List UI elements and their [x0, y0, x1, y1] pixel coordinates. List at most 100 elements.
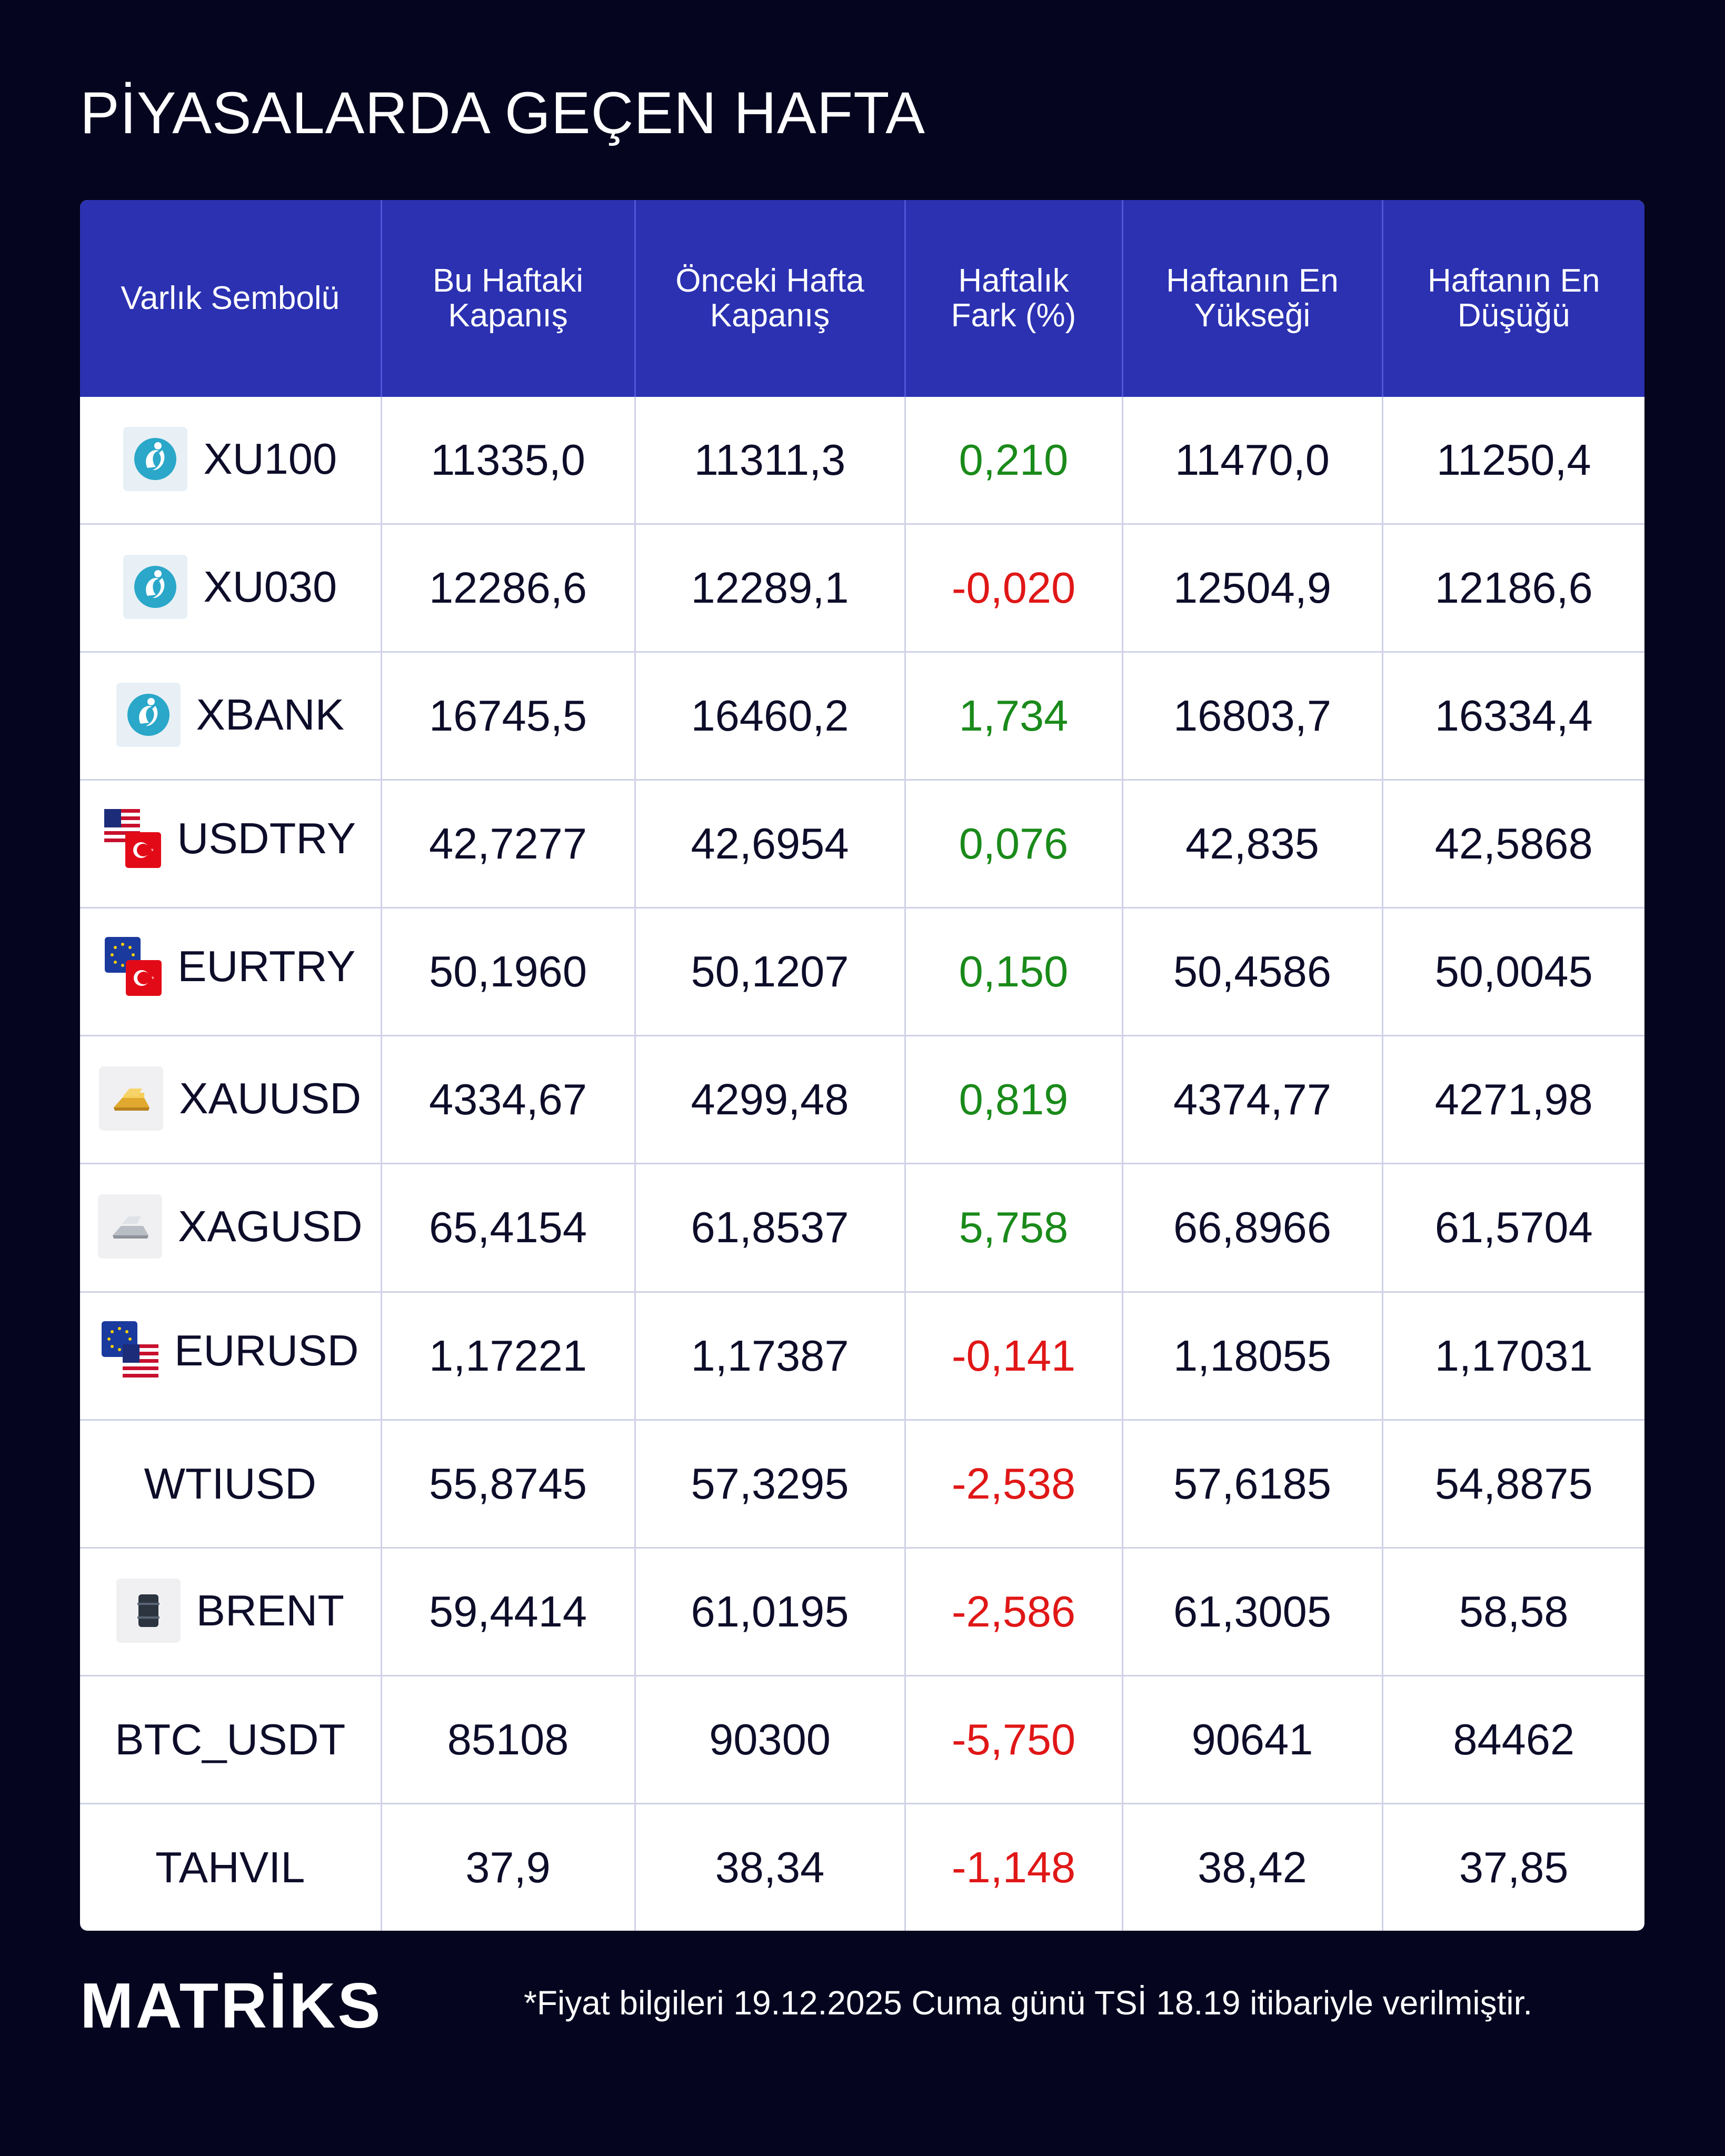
- low-cell: 58,58: [1382, 1546, 1644, 1676]
- symbol-cell: XU030: [80, 523, 382, 652]
- prev-close-cell: 1,17387: [635, 1291, 906, 1420]
- prev-close-cell: 12289,1: [635, 523, 906, 652]
- table-row: USDTRY 42,7277 42,6954 0,076 42,835 42,5868: [80, 779, 1644, 908]
- table-row: XAGUSD 65,4154 61,8537 5,758 66,8966 61,5704: [80, 1163, 1644, 1292]
- change-cell: 0,076: [905, 779, 1123, 908]
- bist-icon: [123, 555, 188, 620]
- table-row: TAHVIL 37,9 38,34 -1,148 38,42 37,85: [80, 1802, 1644, 1931]
- prev-close-cell: 4299,48: [635, 1035, 906, 1164]
- symbol-label: XU100: [203, 434, 337, 484]
- low-cell: 84462: [1382, 1674, 1644, 1804]
- bist-icon: [116, 683, 181, 747]
- symbol-label: TAHVIL: [155, 1842, 305, 1892]
- change-cell: 1,734: [905, 651, 1123, 780]
- symbol-wrap: XU030: [123, 555, 337, 620]
- symbol-cell: EURUSD: [80, 1291, 382, 1420]
- low-cell: 42,5868: [1382, 779, 1644, 908]
- symbol-wrap: XAGUSD: [97, 1194, 363, 1259]
- prev-close-cell: 16460,2: [635, 651, 906, 780]
- table-row: XU100 11335,0 11311,3 0,210 11470,0 11250,4: [80, 397, 1644, 524]
- symbol-wrap: EURTRY: [105, 937, 355, 996]
- symbol-label: XAGUSD: [177, 1202, 363, 1251]
- matriks-logo: MATRİKS: [80, 1970, 383, 2041]
- low-cell: 50,0045: [1382, 907, 1644, 1036]
- high-cell: 57,6185: [1122, 1419, 1383, 1548]
- prev-close-cell: 42,6954: [635, 779, 906, 908]
- change-cell: -1,148: [905, 1802, 1123, 1931]
- symbol-cell: TAHVIL: [80, 1802, 382, 1931]
- prev-close-cell: 50,1207: [635, 907, 906, 1036]
- prev-close-cell: 90300: [635, 1674, 906, 1804]
- close-cell: 65,4154: [381, 1163, 636, 1292]
- low-cell: 4271,98: [1382, 1035, 1644, 1164]
- high-cell: 50,4586: [1122, 907, 1383, 1036]
- high-cell: 11470,0: [1122, 397, 1383, 524]
- prev-close-cell: 38,34: [635, 1802, 906, 1931]
- table-row: BTC_USDT 85108 90300 -5,750 90641 84462: [80, 1674, 1644, 1804]
- table-header-row: Varlık Sembolü Bu Haftaki Kapanış Önceki …: [80, 200, 1644, 397]
- high-cell: 12504,9: [1122, 523, 1383, 652]
- change-cell: -0,141: [905, 1291, 1123, 1420]
- close-cell: 50,1960: [381, 907, 636, 1036]
- symbol-label: WTIUSD: [144, 1459, 316, 1508]
- symbol-label: XBANK: [196, 690, 344, 740]
- high-cell: 1,18055: [1122, 1291, 1383, 1420]
- high-cell: 16803,7: [1122, 651, 1383, 780]
- high-cell: 42,835: [1122, 779, 1383, 908]
- oil-barrel-icon: [116, 1578, 181, 1643]
- market-table: Varlık Sembolü Bu Haftaki Kapanış Önceki …: [80, 200, 1644, 1931]
- symbol-label: EURTRY: [177, 942, 356, 991]
- symbol-cell: WTIUSD: [80, 1419, 382, 1548]
- table-row: WTIUSD 55,8745 57,3295 -2,538 57,6185 54,8875: [80, 1419, 1644, 1548]
- change-cell: -0,020: [905, 523, 1123, 652]
- close-cell: 12286,6: [381, 523, 636, 652]
- gold-bar-icon: [99, 1066, 164, 1131]
- symbol-cell: USDTRY: [80, 779, 382, 908]
- close-cell: 37,9: [381, 1802, 636, 1931]
- close-cell: 42,7277: [381, 779, 636, 908]
- symbol-wrap: XBANK: [116, 683, 344, 747]
- silver-bar-icon: [97, 1194, 162, 1259]
- low-cell: 54,8875: [1382, 1419, 1644, 1548]
- page-title: PİYASALARDA GEÇEN HAFTA: [80, 80, 925, 146]
- symbol-wrap: WTIUSD: [144, 1459, 316, 1509]
- eu-tr-flags-icon: [105, 937, 162, 996]
- prev-close-cell: 57,3295: [635, 1419, 906, 1548]
- symbol-wrap: EURUSD: [102, 1321, 358, 1380]
- symbol-label: EURUSD: [174, 1325, 359, 1375]
- close-cell: 4334,67: [381, 1035, 636, 1164]
- table-row: XBANK 16745,5 16460,2 1,734 16803,7 16334,4: [80, 651, 1644, 780]
- change-cell: 0,819: [905, 1035, 1123, 1164]
- symbol-cell: BRENT: [80, 1546, 382, 1676]
- symbol-label: XAUUSD: [179, 1074, 362, 1123]
- symbol-wrap: USDTRY: [104, 809, 356, 869]
- close-cell: 16745,5: [381, 651, 636, 780]
- symbol-cell: XAGUSD: [80, 1163, 382, 1292]
- change-cell: 0,150: [905, 907, 1123, 1036]
- high-cell: 61,3005: [1122, 1546, 1383, 1676]
- symbol-label: USDTRY: [177, 814, 356, 863]
- table-row: EURTRY 50,1960 50,1207 0,150 50,4586 50,0045: [80, 907, 1644, 1036]
- close-cell: 1,17221: [381, 1291, 636, 1420]
- close-cell: 55,8745: [381, 1419, 636, 1548]
- col-header-high: Haftanın En Yükseği: [1122, 200, 1383, 397]
- symbol-wrap: TAHVIL: [155, 1842, 305, 1893]
- low-cell: 12186,6: [1382, 523, 1644, 652]
- symbol-cell: BTC_USDT: [80, 1674, 382, 1804]
- symbol-cell: XAUUSD: [80, 1035, 382, 1164]
- high-cell: 38,42: [1122, 1802, 1383, 1931]
- change-cell: 5,758: [905, 1163, 1123, 1292]
- change-cell: -2,586: [905, 1546, 1123, 1676]
- change-cell: 0,210: [905, 397, 1123, 524]
- col-header-close: Bu Haftaki Kapanış: [381, 200, 636, 397]
- col-header-change: Haftalık Fark (%): [905, 200, 1123, 397]
- table-row: XU030 12286,6 12289,1 -0,020 12504,9 12186,6: [80, 523, 1644, 652]
- high-cell: 4374,77: [1122, 1035, 1383, 1164]
- symbol-cell: EURTRY: [80, 907, 382, 1036]
- symbol-label: XU030: [203, 562, 337, 612]
- table-row: EURUSD 1,17221 1,17387 -0,141 1,18055 1,17031: [80, 1291, 1644, 1420]
- symbol-cell: XBANK: [80, 651, 382, 780]
- low-cell: 37,85: [1382, 1802, 1644, 1931]
- prev-close-cell: 11311,3: [635, 397, 906, 524]
- symbol-label: BTC_USDT: [115, 1714, 346, 1764]
